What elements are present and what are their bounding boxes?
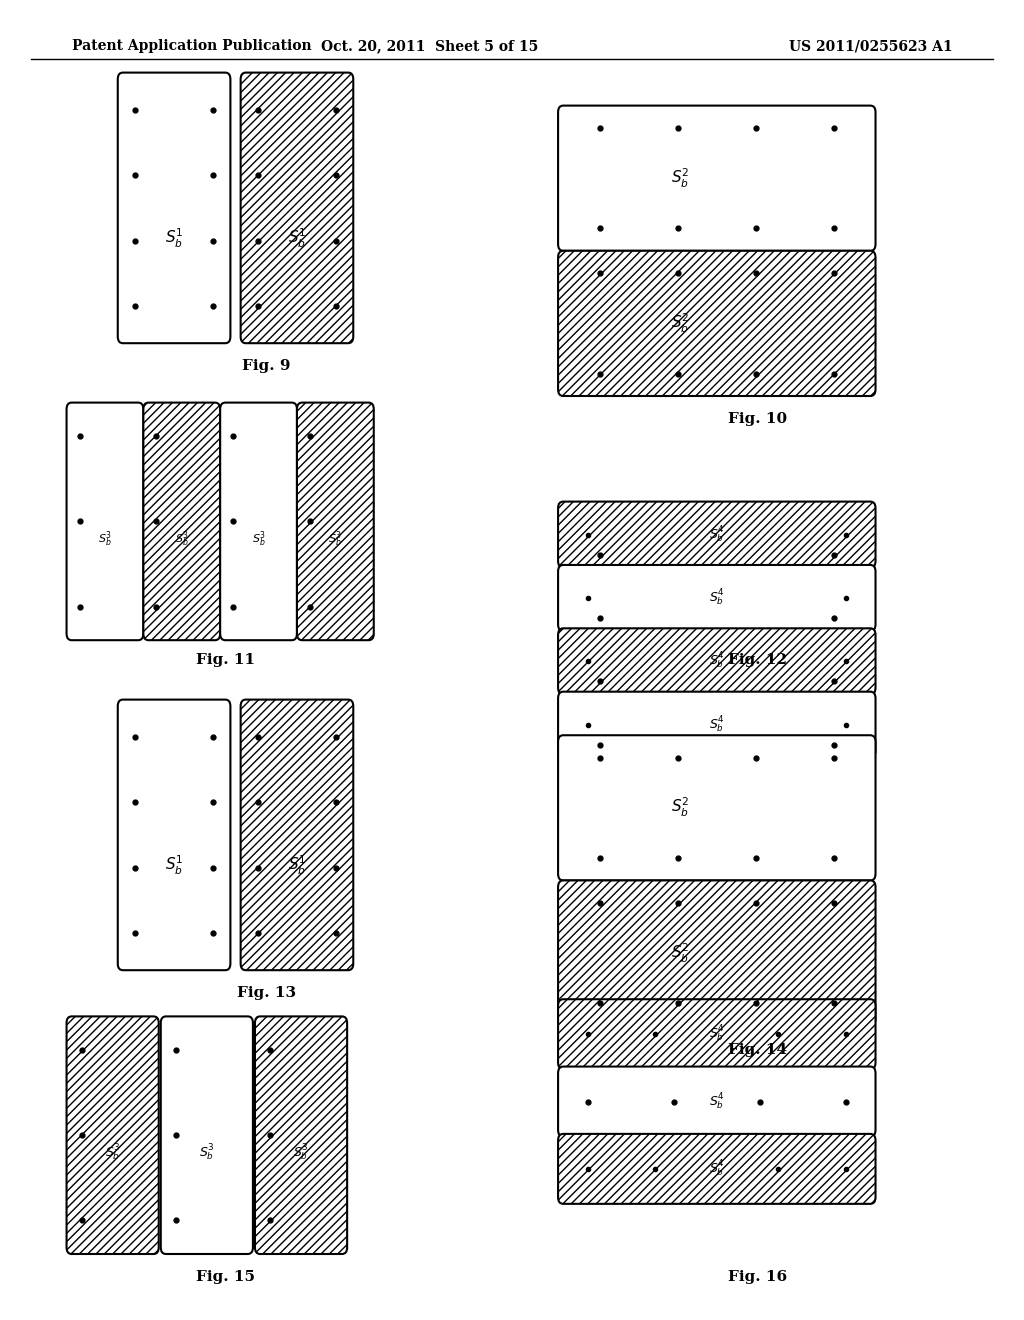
FancyBboxPatch shape (558, 1067, 876, 1137)
FancyBboxPatch shape (255, 1016, 347, 1254)
FancyBboxPatch shape (558, 692, 876, 758)
Text: Fig. 16: Fig. 16 (728, 1270, 787, 1284)
FancyBboxPatch shape (558, 735, 876, 880)
Text: $S_b^1$: $S_b^1$ (288, 227, 306, 251)
Text: $S_b^2$: $S_b^2$ (671, 166, 689, 190)
Text: $S_b^3$: $S_b^3$ (199, 1143, 215, 1163)
Text: $S_b^2$: $S_b^2$ (671, 796, 689, 820)
FancyBboxPatch shape (558, 565, 876, 631)
Text: $S_b^1$: $S_b^1$ (288, 854, 306, 878)
Text: $S_b^4$: $S_b^4$ (709, 524, 725, 545)
Text: $S_b^4$: $S_b^4$ (709, 587, 725, 609)
FancyBboxPatch shape (297, 403, 374, 640)
FancyBboxPatch shape (143, 403, 220, 640)
Text: $S_b^3$: $S_b^3$ (293, 1143, 309, 1163)
Text: $S_b^3$: $S_b^3$ (104, 1143, 121, 1163)
FancyBboxPatch shape (558, 628, 876, 694)
FancyBboxPatch shape (118, 73, 230, 343)
FancyBboxPatch shape (67, 403, 143, 640)
FancyBboxPatch shape (558, 106, 876, 251)
Text: $S_b^1$: $S_b^1$ (165, 854, 183, 878)
Text: Fig. 9: Fig. 9 (242, 359, 291, 374)
Text: Fig. 15: Fig. 15 (196, 1270, 255, 1284)
FancyBboxPatch shape (67, 1016, 159, 1254)
FancyBboxPatch shape (241, 700, 353, 970)
Text: $S_b^4$: $S_b^4$ (709, 1159, 725, 1179)
FancyBboxPatch shape (558, 880, 876, 1026)
Text: $S_b^3$: $S_b^3$ (329, 529, 342, 549)
Text: US 2011/0255623 A1: US 2011/0255623 A1 (788, 40, 952, 53)
FancyBboxPatch shape (161, 1016, 253, 1254)
Text: $S_b^2$: $S_b^2$ (671, 312, 689, 335)
Text: $S_b^2$: $S_b^2$ (671, 941, 689, 965)
FancyBboxPatch shape (118, 700, 230, 970)
FancyBboxPatch shape (220, 403, 297, 640)
FancyBboxPatch shape (558, 1134, 876, 1204)
Text: $S_b^4$: $S_b^4$ (709, 1024, 725, 1044)
Text: Fig. 12: Fig. 12 (728, 653, 787, 668)
Text: $S_b^4$: $S_b^4$ (709, 1092, 725, 1111)
Text: Fig. 13: Fig. 13 (237, 986, 296, 1001)
FancyBboxPatch shape (558, 999, 876, 1069)
Text: $S_b^1$: $S_b^1$ (165, 227, 183, 251)
Text: $S_b^4$: $S_b^4$ (709, 651, 725, 672)
FancyBboxPatch shape (241, 73, 353, 343)
Text: Oct. 20, 2011  Sheet 5 of 15: Oct. 20, 2011 Sheet 5 of 15 (322, 40, 539, 53)
FancyBboxPatch shape (558, 251, 876, 396)
Text: Fig. 11: Fig. 11 (196, 653, 255, 668)
Text: $S_b^4$: $S_b^4$ (709, 714, 725, 735)
Text: Fig. 14: Fig. 14 (728, 1043, 787, 1057)
Text: Fig. 10: Fig. 10 (728, 412, 787, 426)
FancyBboxPatch shape (558, 502, 876, 568)
Text: Patent Application Publication: Patent Application Publication (72, 40, 311, 53)
Text: $S_b^3$: $S_b^3$ (252, 529, 265, 549)
Text: $S_b^3$: $S_b^3$ (98, 529, 112, 549)
Text: $S_b^3$: $S_b^3$ (175, 529, 188, 549)
